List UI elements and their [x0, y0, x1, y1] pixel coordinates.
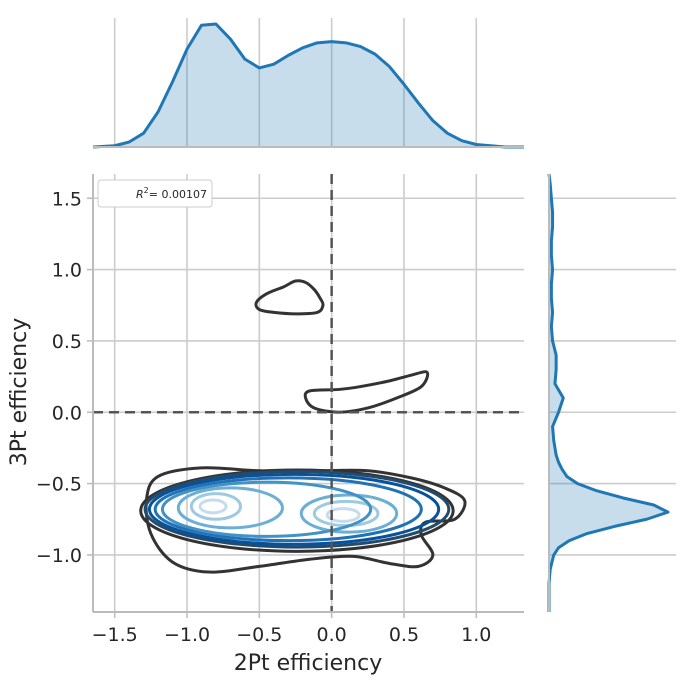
marginal-y-line: [547, 173, 670, 612]
x-tick-label: −1.5: [92, 624, 138, 646]
kde-contour-level: [198, 498, 228, 515]
kde-contour-level: [325, 507, 361, 523]
kde-contour-level: [153, 476, 423, 543]
x-tick-label: −0.5: [236, 624, 282, 646]
y-tick-label: 0.0: [52, 402, 82, 424]
legend-label-rest: = 0.00107: [149, 188, 207, 201]
kde-outer-contour: [303, 370, 430, 414]
marginal-y-panel: [547, 173, 676, 612]
y-tick-label: −1.0: [36, 545, 82, 567]
kde-contour-level: [299, 493, 399, 534]
kde-outer-contour: [254, 279, 325, 316]
legend: R2= 0.00107: [97, 179, 213, 208]
x-tick-label: −1.0: [164, 624, 210, 646]
kde-contour-level: [147, 472, 441, 546]
x-tick-label: 0.0: [317, 624, 347, 646]
y-tick-label: −0.5: [36, 474, 82, 496]
x-tick-label: 0.5: [389, 624, 419, 646]
legend-label: R2= 0.00107: [136, 186, 207, 201]
legend-label-math: R: [136, 188, 144, 201]
y-axis-label: 3Pt efficiency: [7, 318, 32, 467]
x-axis-label: 2Pt efficiency: [234, 651, 383, 676]
kde-contour-level: [189, 492, 243, 521]
reference-lines: [93, 174, 524, 612]
y-tick-label: 1.5: [52, 188, 82, 210]
main-axes: −1.5 −1.0 −0.5 0.0 0.5 1.0 −1.0 −0.5 0.0 0.5 1.0 1.…: [36, 174, 524, 646]
legend-label-sup: 2: [144, 186, 149, 195]
y-tick-label: 1.0: [52, 260, 82, 282]
kde-contour-level: [143, 469, 451, 549]
y-tick-label: 0.5: [52, 331, 82, 353]
marginal-x-line: [92, 22, 524, 149]
joint-kde-panel: −1.5 −1.0 −0.5 0.0 0.5 1.0 −1.0 −0.5 0.0 0.5 1.0 1.…: [7, 174, 524, 676]
kde-contour-level: [160, 480, 373, 538]
marginal-x-panel: [92, 18, 524, 149]
kde-contour-level: [176, 486, 284, 530]
legend-box: [97, 179, 213, 208]
kde-contours: [139, 279, 467, 574]
marginal-y-fill: [549, 174, 668, 612]
marginal-x-fill: [93, 24, 524, 147]
x-tick-label: 1.0: [461, 624, 491, 646]
